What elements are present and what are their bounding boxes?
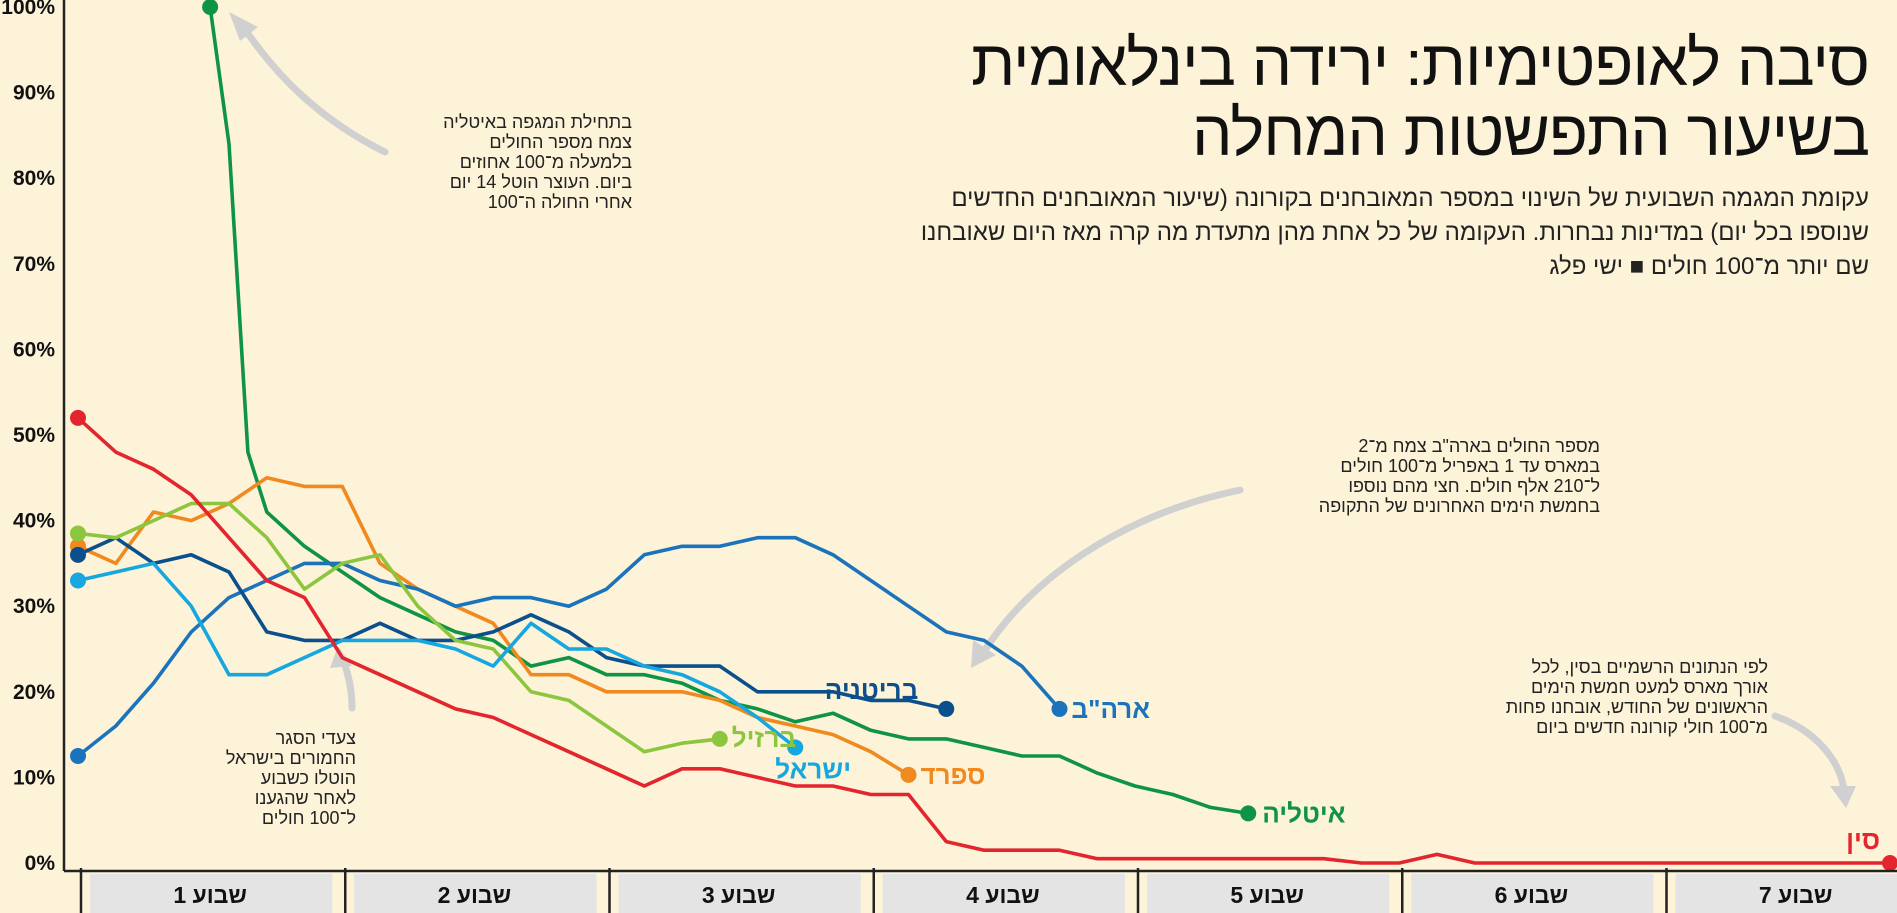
series-end-point <box>1051 700 1068 717</box>
series-end-markers <box>70 0 1897 871</box>
arrow-china-head <box>1830 786 1856 808</box>
title-block: סיבה לאופטימיות: ירידה בינלאומית בשיעור … <box>909 27 1870 284</box>
y-tick-label: 60% <box>13 338 55 361</box>
series-label: ספרד <box>921 760 986 790</box>
arrow-china <box>1771 712 1848 794</box>
x-axis: שבוע 1 שבוע 2 שבוע 3 שבוע 4 שבוע 5 שבוע 6 שבוע… <box>64 868 1897 913</box>
series-label: ברזיל <box>732 723 796 753</box>
series-start-point <box>202 0 219 15</box>
series-label: ארה"ב <box>1072 694 1151 724</box>
week-label: שבוע 6 <box>1495 882 1569 908</box>
annotation-italy: בתחילת המגפה באיטליה צמח מספר החולים בלמ… <box>443 112 632 212</box>
week-label: שבוע 5 <box>1230 882 1304 908</box>
y-axis-ticks: 0% 10% 20% 30% 40% 50% 60% 70% 80% 90% 100% <box>1 0 55 875</box>
arrow-italy <box>236 18 389 156</box>
annotation-usa: מספר החולים בארה"ב צמח מ־2 במארס עד 1 בא… <box>1318 436 1600 516</box>
series-lines <box>76 5 1892 865</box>
y-tick-label: 90% <box>13 82 55 105</box>
annotation-israel: צעדי הסגר החמורים בישראל הוטלו כשבוע לאח… <box>225 728 356 828</box>
week-label: שבוע 4 <box>966 882 1040 908</box>
annotation-china: לפי הנתונים הרשמיים בסין, לכל אורך מארס … <box>1505 657 1768 737</box>
series-label: בריטניה <box>825 675 918 705</box>
arrow-usa-head <box>971 640 996 668</box>
series-start-point <box>70 748 86 764</box>
y-tick-label: 70% <box>13 253 55 276</box>
series-line <box>76 501 722 754</box>
y-tick-label: 100% <box>1 0 55 19</box>
week-label: שבוע 1 <box>173 882 247 908</box>
y-tick-label: 80% <box>13 167 55 190</box>
y-tick-label: 0% <box>25 852 56 875</box>
series-start-point <box>70 409 86 426</box>
series-end-point <box>711 730 728 747</box>
y-tick-label: 20% <box>13 681 55 704</box>
y-tick-label: 40% <box>13 510 55 533</box>
annotation-arrows <box>229 12 1856 808</box>
week-box <box>1411 874 1654 913</box>
y-tick-label: 30% <box>13 595 55 618</box>
series-end-point <box>1882 855 1897 871</box>
arrow-italy-head <box>229 12 258 41</box>
page-title-line1: סיבה לאופטימיות: ירידה בינלאומית <box>971 27 1870 99</box>
week-label: שבוע 7 <box>1759 882 1833 908</box>
week-box <box>882 874 1125 913</box>
page-title-line2: בשיעור התפשטות המחלה <box>1192 97 1870 169</box>
week-label: שבוע 3 <box>702 882 776 908</box>
series-label: ישראל <box>775 754 851 784</box>
series-line <box>76 416 1892 865</box>
week-box <box>90 874 333 913</box>
week-box <box>618 874 861 913</box>
series-end-point <box>900 766 917 783</box>
series-line <box>76 535 949 711</box>
y-tick-label: 10% <box>13 766 55 789</box>
week-box <box>354 874 597 913</box>
week-box <box>1675 874 1897 913</box>
series-label: איטליה <box>1262 798 1345 828</box>
series-start-point <box>70 546 86 563</box>
series-line <box>76 475 911 777</box>
y-tick-label: 50% <box>13 424 55 447</box>
week-box <box>1147 874 1390 913</box>
series-start-point <box>70 572 86 589</box>
series-line <box>76 561 798 750</box>
week-label: שבוע 2 <box>438 882 512 908</box>
series-label: סין <box>1846 825 1880 855</box>
series-end-point <box>1240 805 1257 822</box>
series-end-point <box>787 739 804 756</box>
series-start-point <box>70 525 86 542</box>
arrow-usa <box>981 486 1244 654</box>
subtitle: עקומת המגמה השבועית של השינוי במספר המאו… <box>920 185 1869 280</box>
series-end-point <box>938 700 955 717</box>
